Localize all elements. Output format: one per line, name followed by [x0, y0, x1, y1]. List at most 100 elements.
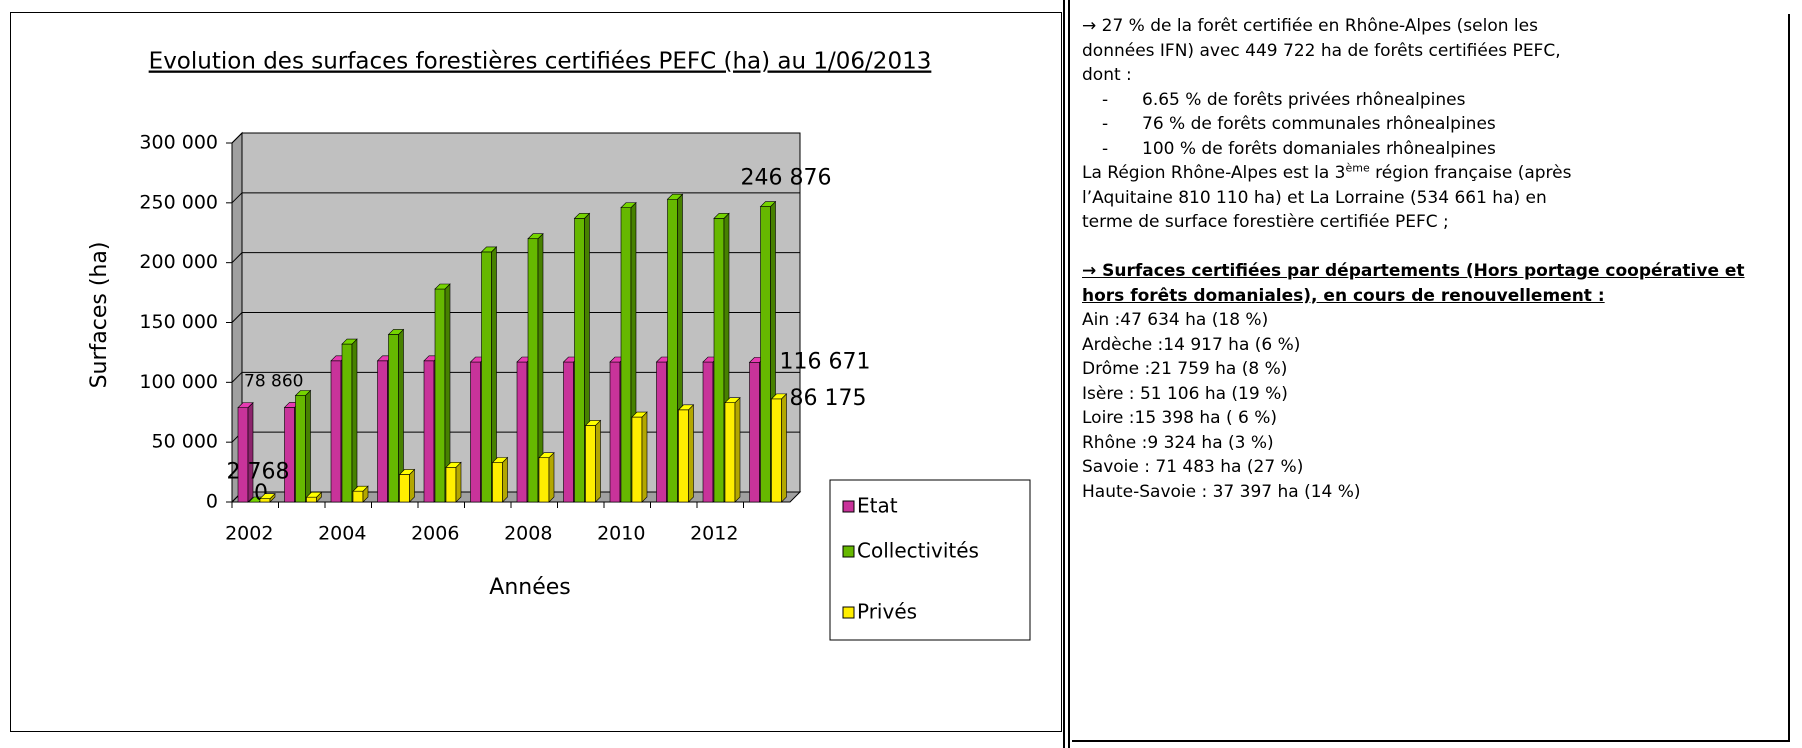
- department: Isère : 51 106 ha (19 %): [1082, 383, 1288, 404]
- bar-top: [387, 329, 405, 335]
- y-tick-label: 300 000: [139, 132, 218, 154]
- legend-label: Etat: [857, 494, 898, 518]
- bar-front: [259, 498, 271, 503]
- bar-side: [734, 396, 741, 503]
- bar-front: [527, 238, 539, 503]
- bar-front: [388, 334, 399, 503]
- department: Haute-Savoie : 37 397 ha (14 %): [1082, 481, 1361, 502]
- bar-front: [470, 361, 481, 503]
- bar-top: [573, 213, 591, 219]
- bar-top: [237, 402, 254, 408]
- bar-front: [399, 474, 410, 503]
- x-tick-label: 2004: [318, 523, 366, 545]
- bar-top: [620, 202, 637, 208]
- text-panel: → 27 % de la forêt certifiée en Rhône-Al…: [1072, 14, 1790, 742]
- x-tick-label: 2006: [411, 523, 459, 545]
- bar-front: [585, 425, 596, 503]
- data-label: 86 175: [790, 386, 867, 411]
- bar-top: [713, 213, 730, 219]
- bar-front: [306, 496, 317, 503]
- department-list: Ain :47 634 ha (18 %) Ardèche :14 917 ha …: [1082, 308, 1788, 504]
- grid-line: [231, 132, 800, 144]
- bar: [584, 419, 602, 503]
- bar: [445, 461, 462, 503]
- bar-front: [445, 466, 457, 503]
- bar-top: [759, 201, 777, 207]
- bar: [237, 401, 254, 503]
- bar: [770, 393, 788, 503]
- bar-front: [423, 360, 435, 503]
- bar-top: [538, 452, 555, 459]
- bar-front: [538, 457, 550, 503]
- bar-top: [294, 390, 312, 396]
- chart: Evolution des surfaces forestières certi…: [10, 12, 1062, 732]
- bar-front: [377, 360, 388, 503]
- department: Ain :47 634 ha (18 %): [1082, 310, 1269, 330]
- text: La Région Rhône-Alpes est la 3: [1082, 163, 1346, 183]
- department: Ardèche :14 917 ha (6 %): [1082, 334, 1301, 355]
- legend-swatch: [842, 545, 855, 558]
- legend-label: Collectivités: [857, 539, 979, 563]
- bar-side: [455, 461, 462, 503]
- bar-front: [749, 362, 760, 503]
- bar-top: [527, 233, 544, 240]
- grid-line: [231, 312, 800, 323]
- bar-front: [760, 206, 771, 503]
- bar-front: [237, 407, 249, 503]
- y-tick-label: 0: [206, 491, 218, 513]
- bar-front: [330, 360, 342, 503]
- bar-top: [631, 411, 648, 418]
- superscript: ème: [1345, 161, 1370, 175]
- bar-top: [480, 246, 498, 253]
- bar-front: [516, 361, 528, 503]
- bar-side: [247, 401, 254, 503]
- bar-front: [295, 395, 306, 503]
- bar: [305, 491, 323, 503]
- bar-side: [688, 404, 694, 503]
- y-axis-label: Surfaces (ha): [87, 242, 112, 389]
- bullet: 6.65 % de forêts privées rhônealpines: [1082, 88, 1788, 113]
- bar-front: [492, 462, 503, 503]
- x-tick-label: 2002: [225, 523, 273, 545]
- bar: [387, 328, 405, 503]
- y-tick-label: 200 000: [139, 251, 218, 273]
- bar-top: [305, 491, 323, 498]
- bar-front: [656, 361, 667, 503]
- bar-top: [341, 338, 358, 345]
- text: région française (après l’Aquitaine 810 …: [1082, 163, 1572, 232]
- bar-top: [724, 397, 741, 403]
- bullet: 100 % de forêts domaniales rhônealpines: [1082, 137, 1788, 162]
- data-label: 2 768: [227, 460, 290, 485]
- bar-front: [574, 218, 585, 503]
- bar-front: [352, 490, 364, 503]
- bar-top: [584, 420, 602, 426]
- chart-title: Evolution des surfaces forestières certi…: [149, 49, 932, 75]
- department: Drôme :21 759 ha (8 %): [1082, 359, 1288, 379]
- region-text: La Région Rhône-Alpes est la 3ème région…: [1082, 161, 1572, 235]
- bar-top: [677, 404, 695, 411]
- bar-front: [341, 343, 353, 503]
- bar-top: [770, 393, 788, 400]
- intro: → 27 % de la forêt certifiée en Rhône-Al…: [1082, 16, 1561, 85]
- bar-top: [666, 193, 684, 200]
- bar-front: [434, 288, 446, 503]
- bar-front: [620, 207, 632, 503]
- data-label: 116 671: [780, 349, 871, 374]
- department: Loire :15 398 ha ( 6 %): [1082, 408, 1278, 428]
- legend-swatch: [842, 500, 855, 513]
- bar-front: [702, 361, 714, 503]
- grid-line: [231, 192, 800, 204]
- separator: [1063, 0, 1070, 748]
- bar-front: [678, 409, 689, 503]
- bar: [538, 451, 555, 503]
- grid-line: [231, 252, 800, 264]
- department: Rhône :9 324 ha (3 %): [1082, 432, 1274, 453]
- department: Savoie : 71 483 ha (27 %): [1082, 457, 1304, 477]
- bar-front: [713, 218, 725, 503]
- bar-side: [409, 468, 415, 503]
- y-tick-label: 100 000: [139, 371, 218, 393]
- bar: [527, 233, 544, 503]
- bar: [677, 404, 695, 503]
- bar-side: [351, 338, 358, 503]
